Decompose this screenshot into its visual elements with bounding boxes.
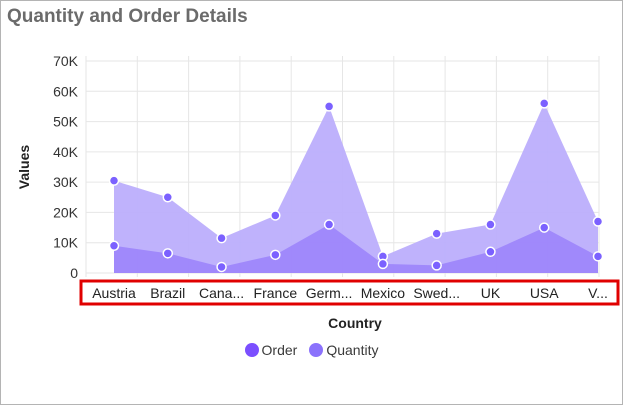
data-point-quantity <box>216 232 227 244</box>
data-point-order <box>108 240 120 251</box>
data-point-quantity <box>162 192 174 203</box>
x-tick-label: Cana... <box>199 285 244 301</box>
data-point-order <box>323 219 335 230</box>
data-point-order <box>431 260 442 271</box>
data-point-quantity <box>538 98 550 109</box>
legend-label-quantity: Quantity <box>326 342 379 358</box>
data-point-order <box>485 246 496 258</box>
y-tick-label: 60K <box>53 83 79 99</box>
legend-item-order[interactable]: Order <box>244 342 298 358</box>
x-tick-label: USA <box>530 285 559 301</box>
y-tick-label: 0 <box>70 265 78 281</box>
highlight-box <box>79 279 620 306</box>
y-tick-label: 30K <box>53 174 79 190</box>
legend-label-order: Order <box>261 342 298 358</box>
x-axis-label: Country <box>328 315 382 331</box>
data-point-quantity <box>592 216 604 227</box>
data-point-order <box>270 249 281 261</box>
y-axis-label: Values <box>16 145 32 190</box>
legend-item-quantity[interactable]: Quantity <box>309 342 378 358</box>
legend-marker-order <box>244 343 259 357</box>
x-tick-label: France <box>254 285 298 301</box>
legend: Order Quantity <box>1 342 622 358</box>
data-point-quantity <box>431 228 442 239</box>
y-tick-label: 70K <box>53 53 79 69</box>
data-point-quantity <box>485 219 496 230</box>
data-point-order <box>538 222 550 233</box>
data-point-order <box>592 251 604 262</box>
data-point-quantity <box>108 175 120 186</box>
data-point-quantity <box>270 210 281 221</box>
x-tick-label: V... <box>588 285 608 301</box>
x-tick-label: UK <box>481 285 501 301</box>
data-point-order <box>162 248 174 259</box>
y-tick-label: 20K <box>53 204 79 220</box>
x-tick-label: Brazil <box>150 285 185 301</box>
data-point-order <box>377 258 389 270</box>
data-point-quantity <box>323 101 335 112</box>
chart-title: Quantity and Order Details <box>7 6 248 27</box>
y-tick-label: 50K <box>53 114 79 130</box>
x-tick-label: Germ... <box>306 285 353 301</box>
data-point-order <box>216 261 227 273</box>
y-tick-label: 40K <box>53 144 79 160</box>
y-tick-label: 10K <box>53 235 79 251</box>
area-quantity <box>114 103 598 274</box>
x-tick-label: Swed... <box>413 285 460 301</box>
area-order <box>114 224 598 273</box>
x-tick-label: Austria <box>92 285 136 301</box>
legend-marker-quantity <box>309 343 324 357</box>
x-tick-label: Mexico <box>361 285 406 301</box>
